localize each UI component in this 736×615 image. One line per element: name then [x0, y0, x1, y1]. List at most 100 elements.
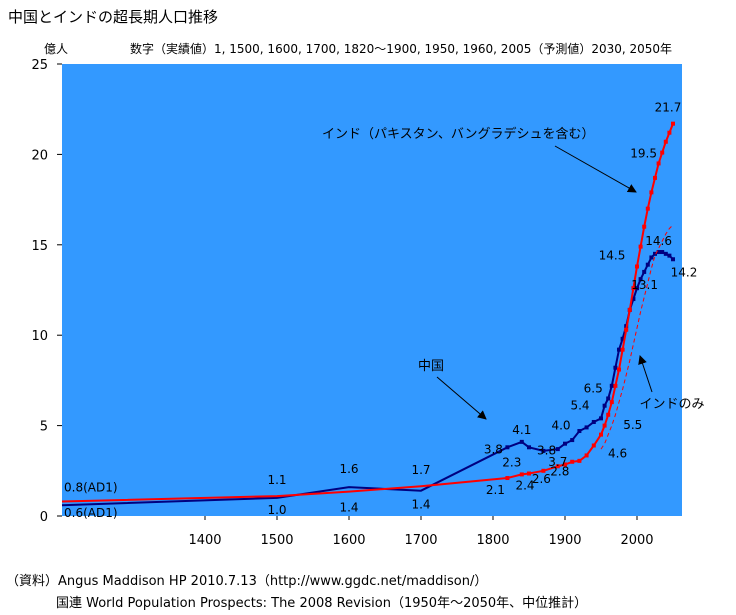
data-label: 1.4: [339, 501, 358, 515]
series-point-1: [660, 150, 665, 155]
series-point-0: [591, 419, 596, 424]
data-label: 1.0: [267, 503, 286, 517]
y-tick-label: 20: [31, 148, 48, 163]
annotation-arrow: [638, 355, 653, 393]
data-label: 0.6(AD1): [64, 506, 118, 520]
series-point-0: [541, 448, 546, 453]
series-point-1: [591, 443, 596, 448]
series-point-1: [527, 471, 531, 476]
data-label: 19.5: [630, 146, 657, 160]
series-point-0: [645, 262, 650, 267]
series-point-0: [620, 336, 625, 341]
series-point-1: [563, 462, 567, 467]
annotation-label: 中国: [418, 359, 444, 374]
series-point-1: [555, 464, 560, 469]
data-note: 数字（実績値）1, 1500, 1600, 1700, 1820〜1900, 1…: [130, 42, 673, 56]
series-point-0: [649, 255, 654, 260]
annotation-label: インド（パキスタン、バングラデシュを含む）: [322, 126, 594, 142]
series-point-1: [606, 412, 611, 417]
y-tick-label: 15: [31, 239, 48, 254]
series-point-1: [667, 130, 672, 135]
series-point-1: [613, 383, 618, 388]
x-tick-label: 1900: [548, 533, 581, 548]
series-point-0: [609, 383, 614, 388]
annotation-label: インドのみ: [639, 397, 704, 412]
series-point-0: [602, 403, 607, 408]
data-label: 1.6: [339, 462, 358, 476]
series-point-1: [519, 472, 524, 477]
series-point-1: [631, 286, 636, 291]
series-point-0: [656, 250, 661, 255]
series-point-0: [635, 286, 639, 291]
data-label: 14.2: [671, 265, 698, 279]
series-point-1: [671, 121, 675, 126]
series-point-1: [577, 458, 582, 463]
y-tick-label: 10: [31, 329, 48, 344]
series-point-1: [627, 307, 632, 312]
series-point-0: [631, 297, 636, 302]
series-point-1: [653, 175, 657, 180]
series-point-1: [656, 161, 661, 166]
data-label: 1.4: [411, 498, 430, 512]
series-point-1: [584, 453, 589, 458]
y-axis-unit: 億人: [44, 42, 69, 56]
series-point-1: [617, 367, 621, 372]
data-label: 6.5: [584, 381, 603, 395]
series-point-1: [609, 400, 614, 405]
source-note-1: （資料）Angus Maddison HP 2010.7.13（http://w…: [6, 574, 488, 589]
series-point-1: [663, 139, 668, 144]
series-point-0: [527, 445, 531, 450]
series-point-1: [570, 459, 575, 464]
y-tick-label: 0: [40, 510, 48, 525]
data-label: 3.8: [537, 443, 556, 457]
data-label: 4.6: [608, 447, 627, 461]
y-axis: 0 5 10 15 20 25: [31, 58, 62, 525]
series-point-1: [642, 224, 647, 229]
annotation-arrow: [436, 376, 487, 420]
annotation-arrow: [554, 145, 637, 193]
data-label: 3.7: [548, 455, 567, 469]
series-point-0: [519, 439, 524, 444]
data-label-layer: 0.8(AD1) 0.6(AD1) 1.1 1.0 1.6 1.4 1.7 1.4 3.8 4.1…: [64, 101, 697, 520]
data-label: 13.1: [631, 278, 658, 292]
series-point-0: [660, 250, 665, 255]
data-label: 5.5: [623, 418, 642, 432]
data-label: 2.6: [532, 472, 551, 486]
series-point-1: [602, 423, 607, 428]
series-point-0: [671, 257, 675, 262]
series-point-1: [505, 476, 510, 481]
series-point-1: [541, 468, 546, 473]
source-note-2: 国連 World Population Prospects: The 2008 …: [56, 596, 588, 611]
series-point-0: [617, 347, 621, 352]
series-point-1: [599, 432, 603, 437]
chart-title: 中国とインドの超長期人口推移: [8, 8, 219, 26]
x-tick-label: 1800: [476, 533, 509, 548]
data-label: 2.8: [550, 464, 569, 478]
series-point-1: [624, 327, 629, 332]
series-point-0: [653, 251, 657, 256]
y-tick-label: 25: [31, 58, 48, 73]
series-point-0: [613, 365, 618, 370]
series-point-0: [505, 445, 510, 450]
x-tick-label: 2000: [620, 533, 653, 548]
series-point-0: [642, 269, 647, 274]
data-label: 5.4: [570, 398, 589, 412]
y-tick-label: 5: [40, 420, 48, 435]
series-point-0: [599, 416, 603, 421]
data-label: 1.1: [267, 473, 286, 487]
series-point-0: [667, 253, 672, 258]
series-point-0: [584, 425, 589, 430]
series-point-1: [620, 347, 625, 352]
series-point-0: [570, 438, 575, 443]
data-label: 14.5: [599, 248, 626, 262]
series-line-2: [600, 224, 674, 450]
data-label: 4.1: [512, 423, 531, 437]
data-label: 2.3: [502, 455, 521, 469]
plot-area: [62, 64, 682, 516]
x-tick-label: 1400: [188, 533, 221, 548]
series-point-0: [638, 277, 643, 282]
series-point-0: [555, 447, 560, 452]
series-point-0: [663, 251, 668, 256]
